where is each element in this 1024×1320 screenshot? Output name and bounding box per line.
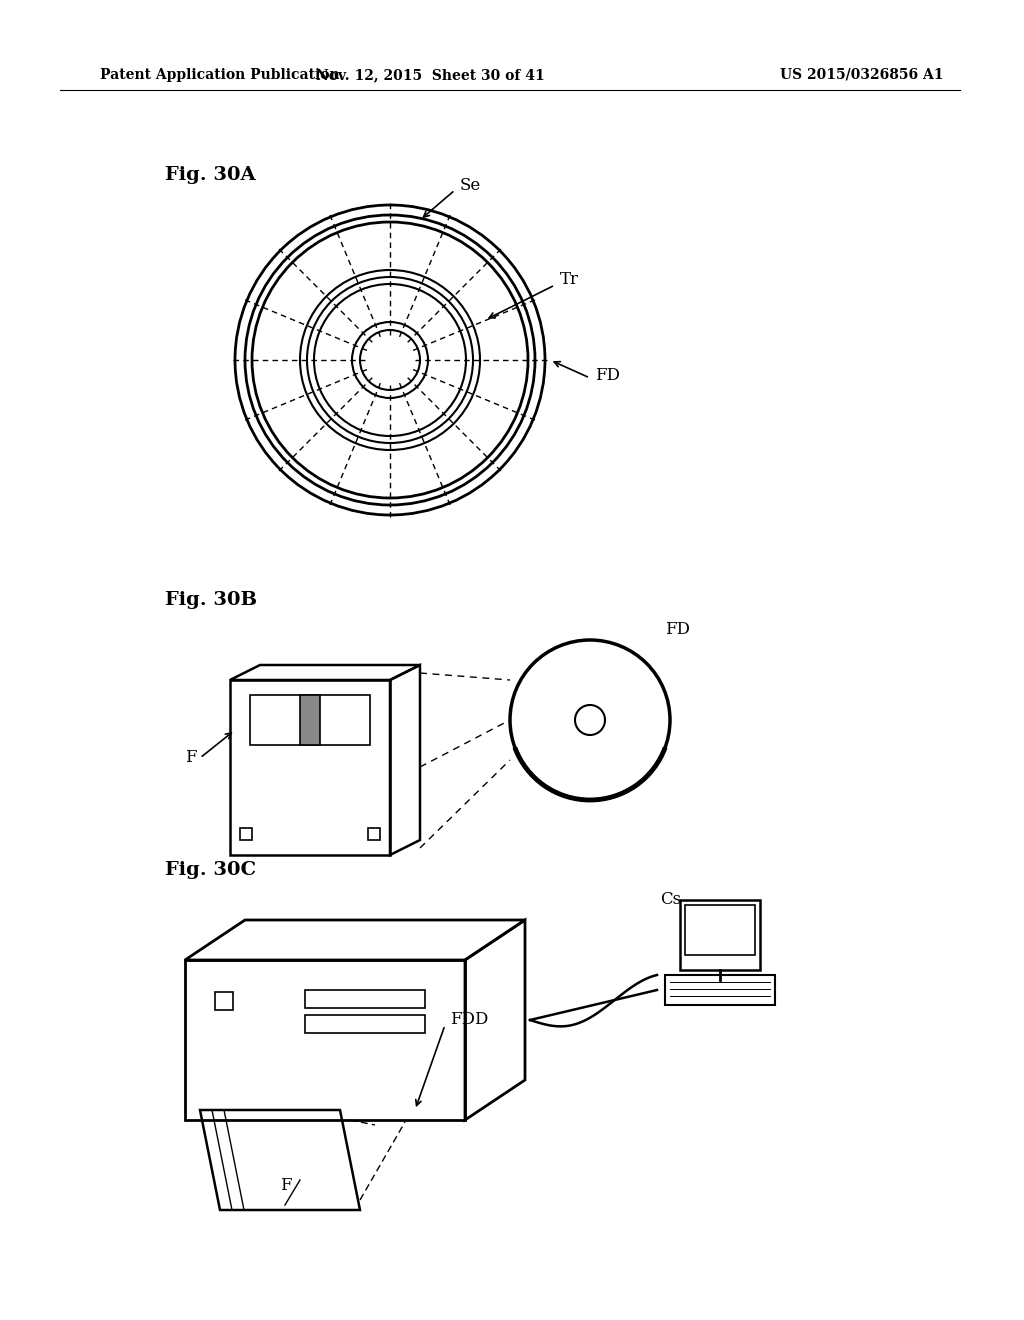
Polygon shape	[300, 696, 319, 744]
Text: FDD: FDD	[450, 1011, 488, 1028]
Text: Se: Se	[460, 177, 481, 194]
Text: FD: FD	[665, 622, 690, 639]
Bar	[215, 993, 233, 1010]
Text: F: F	[280, 1176, 292, 1193]
Text: Fig. 30C: Fig. 30C	[165, 861, 256, 879]
Text: US 2015/0326856 A1: US 2015/0326856 A1	[780, 69, 943, 82]
Text: FD: FD	[595, 367, 620, 384]
Bar	[368, 828, 380, 840]
Text: Cs: Cs	[660, 891, 681, 908]
Text: Nov. 12, 2015  Sheet 30 of 41: Nov. 12, 2015 Sheet 30 of 41	[315, 69, 545, 82]
Text: Fig. 30B: Fig. 30B	[165, 591, 257, 609]
Bar	[240, 828, 252, 840]
Text: F: F	[185, 750, 197, 767]
Text: Tr: Tr	[560, 272, 579, 289]
Text: Fig. 30A: Fig. 30A	[165, 166, 256, 183]
Text: Patent Application Publication: Patent Application Publication	[100, 69, 340, 82]
